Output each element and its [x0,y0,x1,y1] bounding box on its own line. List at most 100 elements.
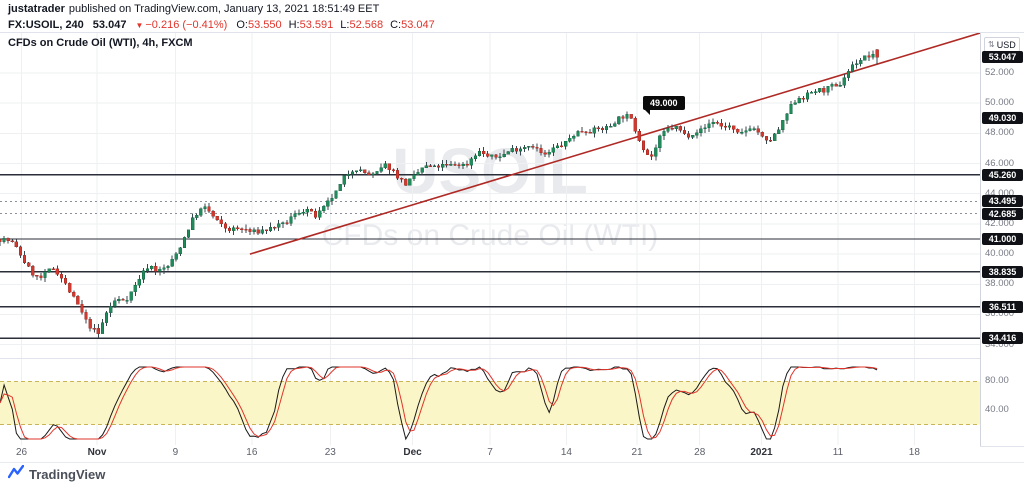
trendline[interactable] [249,33,980,255]
candle-down [10,240,14,243]
candle-down [453,164,457,166]
candle-up [625,114,629,119]
change-value: −0.216 (−0.41%) [145,18,228,31]
candle-down [244,228,248,231]
candle-down [121,299,125,301]
price-badge: 49.030 [982,111,1023,124]
price-badge: 34.416 [982,332,1023,345]
time-axis-label: 21 [631,447,643,458]
candle-down [240,228,244,230]
candle-up [699,128,703,133]
candle-up [477,150,482,157]
last-price: 53.047 [92,18,127,31]
price-callout[interactable]: 49.000 [643,96,685,116]
candle-down [27,262,31,267]
candle-up [674,126,678,130]
candle-down [637,130,641,141]
candle-down [822,88,826,93]
candle-up [609,125,613,128]
candle-down [72,291,76,297]
candle-down [834,84,838,87]
candle-down [313,210,318,218]
chart-area[interactable]: USOIL CFDs on Crude Oil (WTI) CFDs on Cru… [0,32,1024,447]
candle-up [666,127,670,132]
candle-up [326,200,330,207]
candle-down [264,229,269,231]
candle-up [469,158,473,166]
price-badge: 36.511 [982,300,1023,313]
candle-down [559,145,564,148]
chart-legend[interactable]: CFDs on Crude Oil (WTI), 4h, FXCM [8,37,193,49]
candle-down [641,140,646,150]
candle-down [539,148,543,154]
candle-up [785,113,789,121]
candle-up [199,208,203,216]
price-badge: 45.260 [982,168,1023,181]
price-axis-tick: 44.000 [985,187,1015,199]
currency-chip[interactable]: ⇅ USD [984,37,1020,52]
candle-up [777,129,781,134]
time-axis[interactable]: 26 Nov 9 16 23 Dec 7 14 21 28 2021 11 18 [0,445,980,462]
candle-up [281,222,285,224]
candle-down [236,227,240,229]
candle-up [141,270,146,280]
ohlc-label: H: [288,18,300,31]
tradingview-logo-icon[interactable] [7,464,25,484]
candle-up [297,213,301,215]
candle-up [408,178,412,186]
candle-down [273,226,277,229]
candle-down [514,148,519,152]
candle-up [293,213,297,217]
candle-up [613,123,617,127]
time-axis-label: 11 [832,447,844,458]
down-triangle-icon: ▼ [135,20,144,30]
candle-up [809,92,814,94]
arrows-updown-icon: ⇅ [988,40,995,49]
publish-info: published on TradingView.com, January 13… [68,3,380,15]
candle-up [555,145,560,149]
candle-up [604,126,609,131]
candle-down [756,128,760,133]
price-badge: 38.835 [982,265,1023,278]
price-axis-tick: 42.000 [985,217,1015,229]
candle-up [502,153,506,158]
candle-up [133,284,137,292]
candle-up [129,291,133,301]
candle-up [424,165,428,169]
time-axis-label: 26 [15,447,28,458]
candle-up [572,135,576,139]
tradingview-wordmark[interactable]: TradingView [29,466,106,482]
candle-up [334,190,338,199]
candle-up [162,267,166,270]
candle-down [736,129,740,133]
candle-down [580,131,584,133]
candle-down [645,149,650,155]
symbol-name[interactable]: FX:USOIL, 240 [8,18,84,31]
candle-down [0,239,2,242]
ohlc-values: O:53.550 H:53.591 L:52.568 C:53.047 [236,19,441,31]
candle-up [174,253,178,260]
candle-up [191,217,195,231]
candle-up [498,156,502,159]
price-axis[interactable]: ⇅ USD 52.000 50.000 48.000 46.000 44.000 42.0… [980,33,1024,446]
candle-up [617,116,621,124]
candle-down [59,274,64,279]
candle-down [764,136,769,141]
candle-up [100,322,105,334]
candle-up [383,163,387,168]
candle-up [658,135,662,149]
price-change: ▼ −0.216 (−0.41%) [135,19,227,31]
candle-down [428,165,432,167]
candle-up [773,133,777,141]
candle-up [748,128,752,131]
author-link[interactable]: justatrader [8,3,65,15]
candle-up [359,169,363,171]
candle-up [232,227,236,231]
candle-up [842,77,846,86]
candle-up [576,131,580,137]
candle-down [531,146,535,148]
candle-down [678,126,682,131]
candle-down [219,219,223,224]
price-badge: 53.047 [982,51,1023,64]
